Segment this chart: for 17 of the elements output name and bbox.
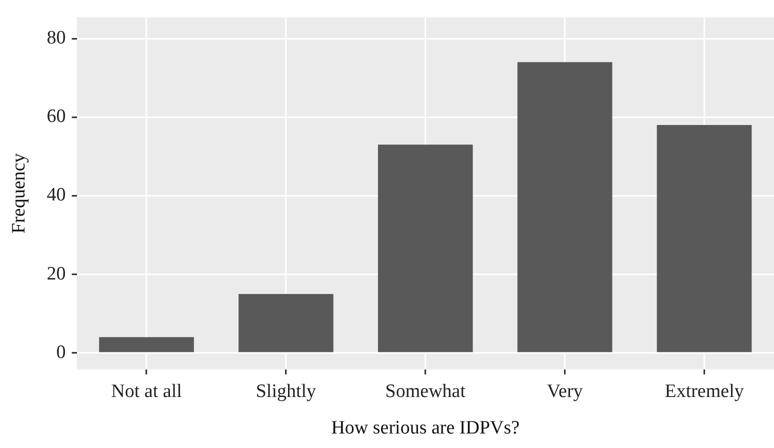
y-tick-label: 0 bbox=[56, 342, 66, 363]
y-tick-label: 40 bbox=[46, 184, 66, 206]
x-tick-label: Somewhat bbox=[385, 380, 466, 402]
x-tick-label: Very bbox=[546, 380, 584, 402]
x-tick-label: Not at all bbox=[111, 380, 182, 402]
x-tick-label: Extremely bbox=[664, 380, 744, 402]
bar bbox=[656, 125, 752, 352]
bar bbox=[517, 62, 612, 352]
x-axis-title: How serious are IDPVs? bbox=[331, 418, 520, 439]
y-tick-label: 20 bbox=[46, 263, 66, 284]
x-tick-label: Slightly bbox=[256, 380, 317, 402]
y-tick-label: 60 bbox=[46, 106, 66, 128]
bar bbox=[99, 337, 194, 352]
bar bbox=[378, 144, 473, 352]
y-tick-label: 80 bbox=[46, 28, 66, 49]
y-axis-title: Frequency bbox=[8, 152, 30, 234]
bar bbox=[238, 294, 334, 352]
